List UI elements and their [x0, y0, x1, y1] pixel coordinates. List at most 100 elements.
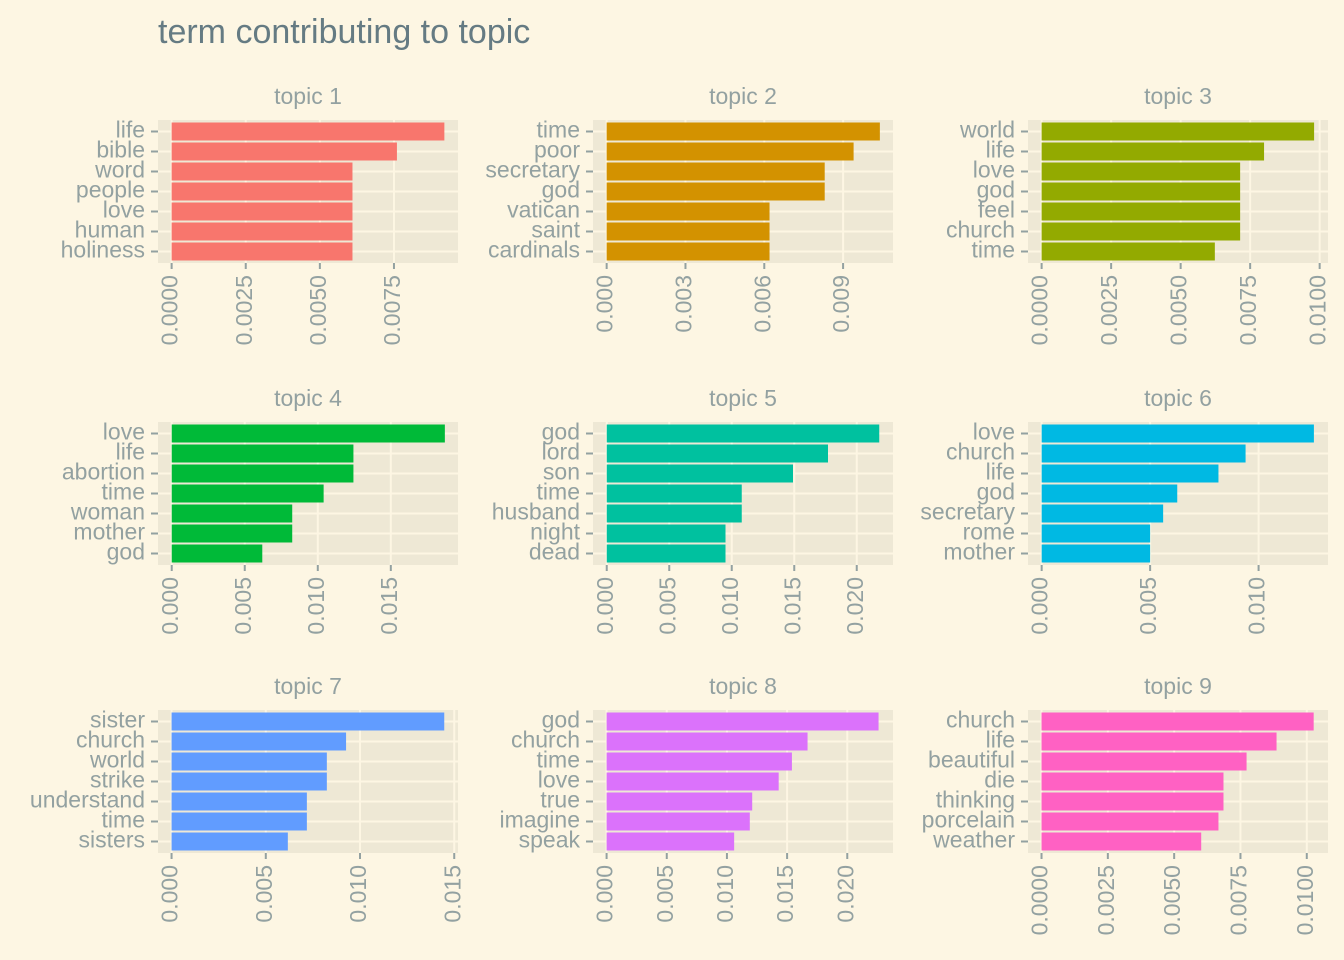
bar: [606, 162, 825, 181]
x-tick-label: 0.015: [376, 577, 402, 635]
y-tick-label: die: [984, 767, 1015, 793]
y-tick-label: life: [116, 117, 145, 143]
bar: [171, 444, 354, 463]
y-tick-label: love: [973, 419, 1015, 445]
x-tick-label: 0.020: [832, 865, 858, 923]
bar: [171, 484, 324, 503]
bar: [171, 162, 353, 181]
x-tick-label: 0.010: [717, 577, 743, 635]
y-tick-label: life: [116, 439, 145, 465]
y-tick-label: feel: [978, 197, 1015, 223]
y-tick-label: bible: [96, 137, 145, 163]
y-tick-label: love: [538, 767, 580, 793]
bar: [171, 504, 293, 523]
bar: [1041, 712, 1314, 731]
y-tick-label: human: [75, 217, 145, 243]
x-tick-label: 0.0050: [1159, 865, 1185, 935]
bar: [171, 772, 327, 791]
x-tick-label: 0.003: [671, 275, 697, 333]
y-tick-label: time: [537, 117, 580, 143]
panel-title: topic 6: [1144, 385, 1212, 411]
y-tick-label: church: [946, 217, 1015, 243]
bar: [606, 464, 793, 483]
bar: [1041, 544, 1151, 563]
x-tick-label: 0.015: [439, 865, 465, 923]
bar: [1041, 732, 1277, 751]
x-tick-label: 0.000: [592, 275, 618, 333]
bar: [171, 712, 445, 731]
bar: [1041, 162, 1241, 181]
x-tick-label: 0.015: [779, 577, 805, 635]
y-tick-label: world: [959, 117, 1015, 143]
y-tick-label: god: [542, 419, 580, 445]
x-tick-label: 0.010: [345, 865, 371, 923]
y-tick-label: porcelain: [922, 807, 1015, 833]
bar: [606, 122, 880, 141]
bar: [606, 792, 753, 811]
y-tick-label: secretary: [485, 157, 580, 183]
x-tick-label: 0.005: [230, 577, 256, 635]
y-tick-label: word: [94, 157, 145, 183]
bar: [606, 242, 770, 261]
y-tick-label: holiness: [61, 237, 145, 263]
panel-title: topic 8: [709, 673, 777, 699]
y-tick-label: god: [977, 479, 1015, 505]
bar: [606, 832, 735, 851]
y-tick-label: church: [511, 727, 580, 753]
x-tick-label: 0.0100: [1292, 865, 1318, 935]
y-tick-label: love: [103, 197, 145, 223]
panel-title: topic 1: [274, 83, 342, 109]
bar: [1041, 524, 1151, 543]
y-tick-label: sister: [90, 707, 145, 733]
x-tick-label: 0.005: [1135, 577, 1161, 635]
y-tick-label: speak: [519, 827, 581, 853]
bar: [606, 772, 779, 791]
y-tick-label: beautiful: [928, 747, 1015, 773]
bar: [1041, 444, 1246, 463]
x-tick-label: 0.0100: [1305, 275, 1331, 345]
bar: [606, 182, 825, 201]
y-tick-label: time: [972, 237, 1015, 263]
x-tick-label: 0.0025: [231, 275, 257, 345]
bar: [606, 504, 742, 523]
y-tick-label: secretary: [920, 499, 1015, 525]
bar: [171, 424, 445, 443]
bar: [171, 524, 293, 543]
bar: [1041, 772, 1224, 791]
y-tick-label: dead: [529, 539, 580, 565]
x-tick-label: 0.009: [828, 275, 854, 333]
y-tick-label: church: [76, 727, 145, 753]
bar: [606, 222, 770, 241]
bar: [171, 122, 445, 141]
y-tick-label: people: [76, 177, 145, 203]
x-tick-label: 0.0075: [1226, 865, 1252, 935]
panel-title: topic 7: [274, 673, 342, 699]
bar: [606, 484, 742, 503]
x-tick-label: 0.006: [749, 275, 775, 333]
panel-title: topic 2: [709, 83, 777, 109]
x-tick-label: 0.010: [1244, 577, 1270, 635]
y-tick-label: mother: [943, 539, 1015, 565]
x-tick-label: 0.010: [303, 577, 329, 635]
x-tick-label: 0.015: [772, 865, 798, 923]
x-tick-label: 0.020: [842, 577, 868, 635]
x-tick-label: 0.0000: [1027, 275, 1053, 345]
bar: [171, 142, 397, 161]
panel-title: topic 3: [1144, 83, 1212, 109]
y-tick-label: rome: [963, 519, 1015, 545]
y-tick-label: poor: [534, 137, 580, 163]
y-tick-label: god: [542, 177, 580, 203]
bar: [1041, 504, 1164, 523]
bar: [606, 202, 770, 221]
panel-title: topic 9: [1144, 673, 1212, 699]
bar: [606, 444, 828, 463]
y-tick-label: understand: [30, 787, 145, 813]
bar: [171, 832, 288, 851]
x-tick-label: 0.010: [712, 865, 738, 923]
bar: [606, 732, 808, 751]
bar: [1041, 142, 1265, 161]
y-tick-label: god: [542, 707, 580, 733]
x-tick-label: 0.005: [652, 865, 678, 923]
bar: [171, 202, 353, 221]
